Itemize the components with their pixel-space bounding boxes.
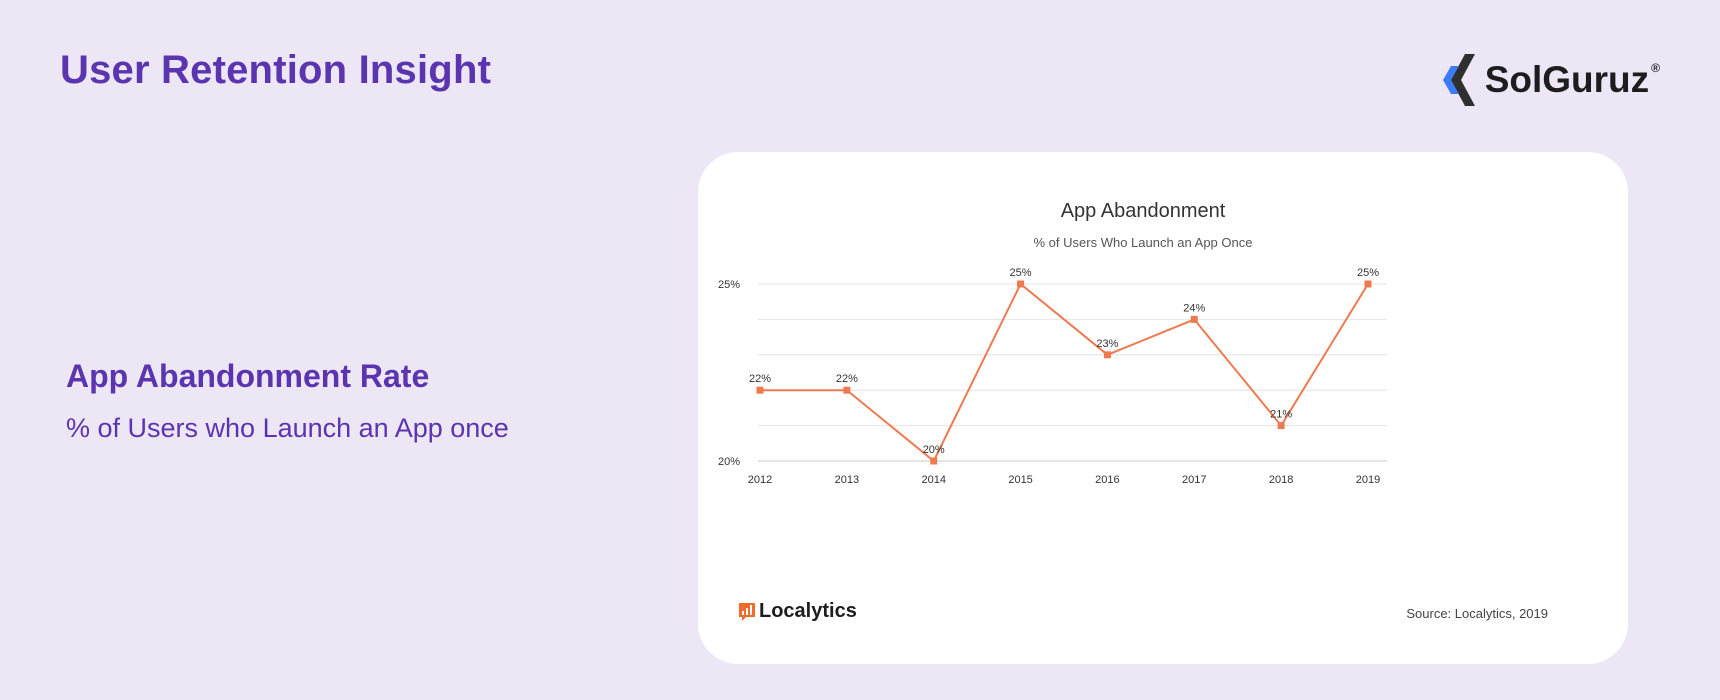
- x-tick-label: 2018: [1269, 474, 1293, 486]
- page-title: User Retention Insight: [60, 48, 492, 92]
- series-line: [760, 282, 1369, 463]
- chart-card: App Abandonment % of Users Who Launch an…: [698, 152, 1628, 664]
- info-block: App Abandonment Rate % of Users who Laun…: [66, 358, 509, 444]
- source-note: Source: Localytics, 2019: [1406, 606, 1548, 621]
- data-label: 25%: [1010, 267, 1032, 279]
- x-tick-label: 2012: [748, 474, 772, 486]
- data-point: [756, 386, 764, 394]
- x-tick-label: 2013: [835, 474, 859, 486]
- data-label: 25%: [1357, 267, 1379, 279]
- localytics-logo: Localytics: [738, 600, 857, 623]
- chart-subtitle: % of Users Who Launch an App Once: [1034, 235, 1253, 250]
- brand-name: SolGuruz ®: [1484, 59, 1660, 100]
- x-tick-label: 2017: [1182, 474, 1206, 486]
- data-label: 24%: [1183, 302, 1205, 314]
- solguruz-logo-icon: [1442, 54, 1475, 106]
- data-point: [1017, 280, 1025, 288]
- data-point: [1103, 351, 1111, 359]
- data-label: 20%: [923, 444, 945, 456]
- x-tick-label: 2016: [1095, 474, 1119, 486]
- info-subtitle: % of Users who Launch an App once: [66, 413, 509, 443]
- data-label: 22%: [836, 373, 858, 385]
- data-point: [1364, 280, 1372, 288]
- localytics-logo-icon: [739, 602, 755, 621]
- x-tick-label: 2014: [921, 474, 945, 486]
- chart-title: App Abandonment: [1061, 200, 1226, 222]
- line-chart: App Abandonment % of Users Who Launch an…: [718, 200, 1387, 486]
- x-tick-label: 2015: [1008, 474, 1032, 486]
- data-label: 23%: [1096, 338, 1118, 350]
- data-point: [930, 457, 938, 465]
- data-label: 21%: [1270, 409, 1292, 421]
- data-point: [843, 386, 851, 394]
- data-label: 22%: [749, 373, 771, 385]
- y-tick-label: 20%: [718, 456, 740, 468]
- localytics-name: Localytics: [759, 600, 857, 622]
- registered-mark: ®: [1651, 61, 1660, 75]
- data-point: [1277, 422, 1285, 430]
- data-point: [1190, 315, 1198, 323]
- y-tick-label: 25%: [718, 279, 740, 291]
- brand-logo: SolGuruz ®: [1442, 52, 1660, 108]
- info-title: App Abandonment Rate: [66, 358, 430, 394]
- x-tick-label: 2019: [1356, 474, 1380, 486]
